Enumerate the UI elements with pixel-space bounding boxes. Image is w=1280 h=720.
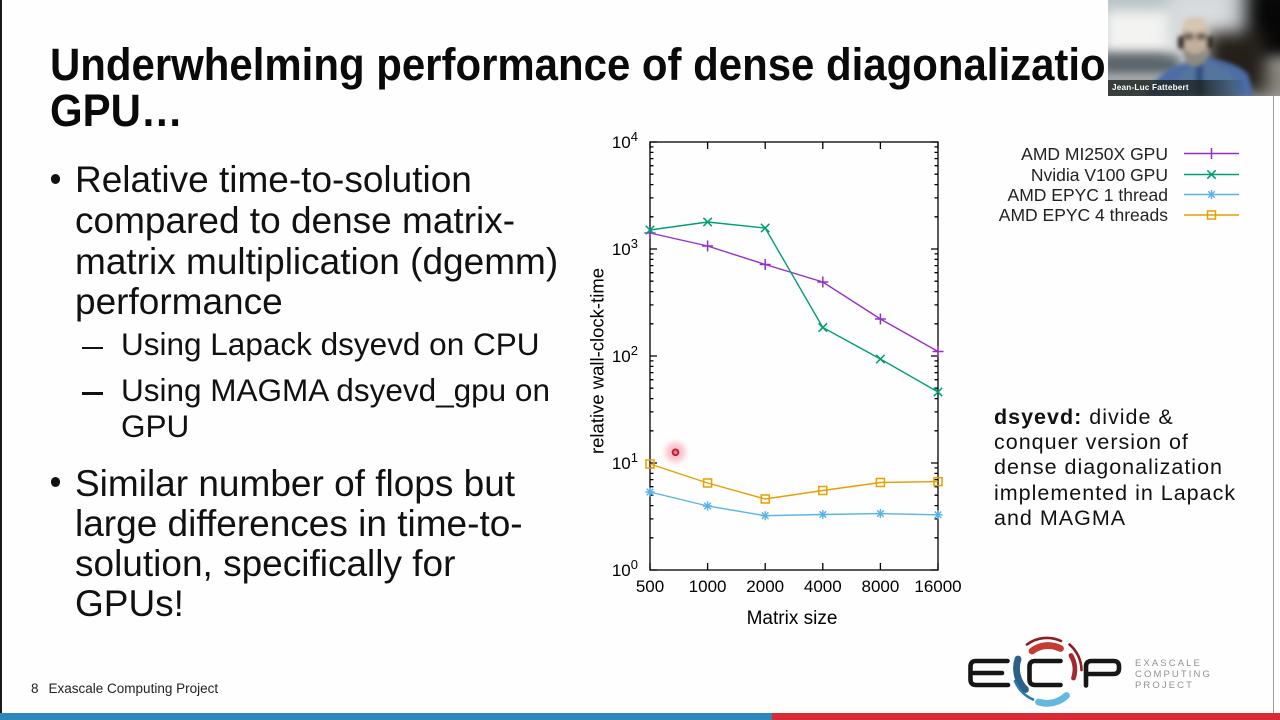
svg-text:101: 101: [612, 450, 638, 473]
svg-text:EXASCALE: EXASCALE: [1135, 658, 1202, 669]
svg-text:2000: 2000: [746, 577, 784, 596]
svg-text:4000: 4000: [804, 577, 842, 596]
svg-text:relative wall-clock-time: relative wall-clock-time: [587, 268, 608, 454]
svg-text:PROJECT: PROJECT: [1135, 680, 1194, 691]
svg-text:500: 500: [636, 577, 664, 596]
svg-text:1000: 1000: [689, 577, 727, 596]
svg-text:8000: 8000: [861, 577, 899, 596]
svg-text:104: 104: [612, 129, 638, 152]
svg-text:103: 103: [612, 236, 638, 259]
svg-text:16000: 16000: [914, 577, 961, 596]
svg-text:102: 102: [612, 343, 638, 366]
svg-text:Matrix size: Matrix size: [747, 608, 838, 629]
svg-text:100: 100: [612, 557, 638, 580]
svg-text:COMPUTING: COMPUTING: [1135, 669, 1212, 680]
